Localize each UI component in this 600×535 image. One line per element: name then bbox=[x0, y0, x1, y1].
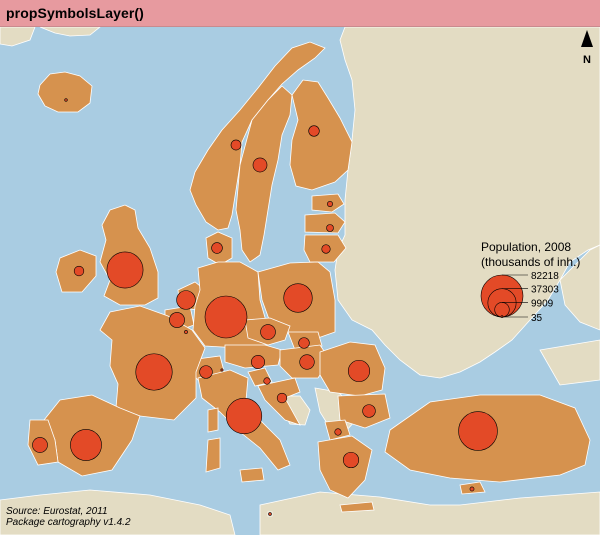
country-greece bbox=[317, 435, 373, 499]
legend-symbols: 82218 37303 9909 35 bbox=[480, 271, 559, 324]
legend-value-3: 35 bbox=[531, 313, 543, 324]
map-title: propSymbolsLayer() bbox=[6, 5, 144, 21]
north-arrow-icon bbox=[581, 30, 593, 47]
country-norway bbox=[189, 41, 326, 231]
country-sardinia bbox=[205, 437, 221, 473]
country-finland bbox=[289, 79, 353, 191]
legend: Population, 2008 (thousands of inh.) 822… bbox=[480, 240, 580, 324]
source-line-2: Package cartography v1.4.2 bbox=[6, 517, 131, 528]
symbol-portugal bbox=[32, 437, 48, 453]
symbol-croatia bbox=[276, 392, 288, 404]
legend-value-2: 9909 bbox=[531, 298, 554, 309]
symbol-latvia bbox=[326, 224, 334, 232]
symbol-czech-republic bbox=[260, 324, 276, 340]
legend-value-0: 82218 bbox=[531, 271, 559, 282]
symbol-austria bbox=[251, 355, 265, 369]
symbol-denmark bbox=[211, 242, 223, 254]
symbol-finland bbox=[308, 125, 320, 137]
symbol-romania bbox=[347, 359, 371, 383]
country-iceland bbox=[37, 71, 93, 113]
legend-title-line2: (thousands of inh.) bbox=[481, 255, 580, 269]
legend-value-1: 37303 bbox=[531, 285, 559, 296]
country-crete bbox=[339, 501, 375, 513]
north-arrow-label: N bbox=[583, 54, 591, 66]
symbol-luxembourg bbox=[184, 330, 188, 334]
source-line-1: Source: Eurostat, 2011 bbox=[6, 506, 108, 517]
source-note: Source: Eurostat, 2011 Package cartograp… bbox=[6, 506, 131, 528]
country-latvia bbox=[304, 212, 346, 234]
symbol-spain bbox=[70, 429, 102, 461]
symbol-lithuania bbox=[321, 244, 331, 254]
symbol-turkey bbox=[458, 411, 498, 451]
symbol-poland bbox=[283, 283, 313, 313]
north-arrow: N bbox=[581, 30, 593, 66]
symbol-iceland bbox=[64, 98, 68, 102]
symbol-cyprus bbox=[469, 486, 475, 492]
symbol-france bbox=[135, 353, 173, 391]
title-bar: propSymbolsLayer() bbox=[0, 0, 600, 27]
symbol-sweden bbox=[252, 157, 268, 173]
country-sicily bbox=[239, 467, 265, 483]
symbol-fyrom bbox=[334, 428, 342, 436]
symbol-united-kingdom bbox=[106, 251, 144, 289]
symbol-netherlands bbox=[176, 290, 196, 310]
symbol-hungary bbox=[299, 354, 315, 370]
symbol-slovenia bbox=[263, 377, 271, 385]
symbol-slovakia bbox=[298, 337, 310, 349]
country-austria bbox=[224, 344, 283, 369]
symbol-greece bbox=[342, 451, 360, 469]
proportional-symbols bbox=[32, 98, 498, 516]
symbol-belgium bbox=[169, 312, 185, 328]
symbol-malta bbox=[268, 512, 272, 516]
symbol-estonia bbox=[327, 201, 333, 207]
legend-circle-2 bbox=[494, 302, 510, 318]
symbol-bulgaria bbox=[362, 404, 376, 418]
symbol-ireland bbox=[73, 265, 85, 277]
country-corsica bbox=[207, 407, 219, 433]
map-canvas: Population, 2008 (thousands of inh.) 822… bbox=[0, 27, 600, 535]
non-study-land bbox=[0, 27, 600, 535]
symbol-germany bbox=[204, 295, 248, 339]
symbol-norway bbox=[230, 139, 242, 151]
symbol-liechtenstein bbox=[220, 368, 224, 372]
country-sweden bbox=[235, 85, 293, 263]
legend-title-line1: Population, 2008 bbox=[481, 240, 571, 254]
symbol-italy bbox=[225, 397, 263, 435]
symbol-switzerland bbox=[199, 365, 213, 379]
